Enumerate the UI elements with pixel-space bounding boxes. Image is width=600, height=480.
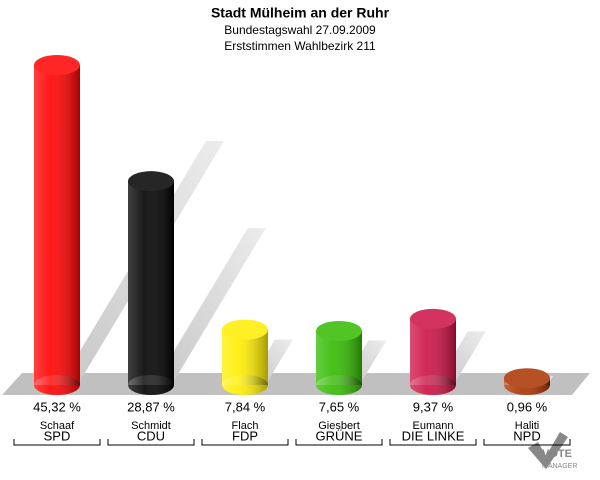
logo-text: MANAGER	[542, 463, 577, 470]
group-bracket	[201, 439, 289, 446]
bar-top	[128, 171, 174, 192]
bar-top-shade	[222, 319, 268, 340]
bar-top-shade	[34, 55, 80, 76]
bar-top-shade	[410, 308, 456, 329]
x-tick-label: GRÜNE	[316, 428, 363, 443]
candidate-label: Eumann	[413, 420, 454, 432]
value-label: 9,37 %	[413, 399, 454, 414]
candidate-label: Schaaf	[40, 420, 75, 432]
x-tick-label: FDP	[232, 428, 258, 443]
value-label: 45,32 %	[33, 399, 81, 414]
bar-top	[222, 319, 268, 340]
bar-top-shade	[316, 320, 362, 341]
logo: VOTE MANAGER	[528, 432, 577, 470]
logo-text: VOTE	[542, 448, 572, 460]
bar-top	[504, 368, 550, 389]
group-bracket	[483, 439, 571, 446]
value-label: 7,65 %	[319, 399, 360, 414]
bar-shadow	[156, 228, 266, 381]
chart-subtitle: Bundestagswahl 27.09.2009	[224, 23, 376, 37]
bar-shade	[410, 318, 456, 385]
group-bracket	[13, 439, 101, 446]
value-label: 7,84 %	[225, 399, 266, 414]
candidate-label: Flach	[232, 420, 259, 432]
candidate-label: Schmidt	[131, 420, 171, 432]
chart-title: Stadt Mülheim an der Ruhr	[211, 5, 390, 21]
x-tick-label: NPD	[513, 428, 540, 443]
bar-top	[316, 320, 362, 341]
floor	[2, 373, 590, 395]
bar-top-shade	[504, 368, 550, 389]
bar-top	[410, 308, 456, 329]
bar-top	[34, 55, 80, 76]
value-label: 0,96 %	[507, 399, 548, 414]
candidate-label: Giesbert	[318, 420, 360, 432]
x-tick-label: DIE LINKE	[402, 428, 465, 443]
value-label: 28,87 %	[127, 399, 175, 414]
group-bracket	[295, 439, 383, 446]
group-bracket	[389, 439, 477, 446]
bar-top-shade	[128, 171, 174, 192]
group-bracket	[107, 439, 195, 446]
x-tick-label: SPD	[44, 428, 71, 443]
candidate-label: Haliti	[515, 420, 539, 432]
chart-subtitle: Erststimmen Wahlbezirk 211	[224, 39, 376, 53]
bar-shade	[34, 65, 80, 385]
logo-icon	[528, 432, 568, 469]
x-tick-label: CDU	[137, 428, 165, 443]
bar-shade	[128, 181, 174, 385]
